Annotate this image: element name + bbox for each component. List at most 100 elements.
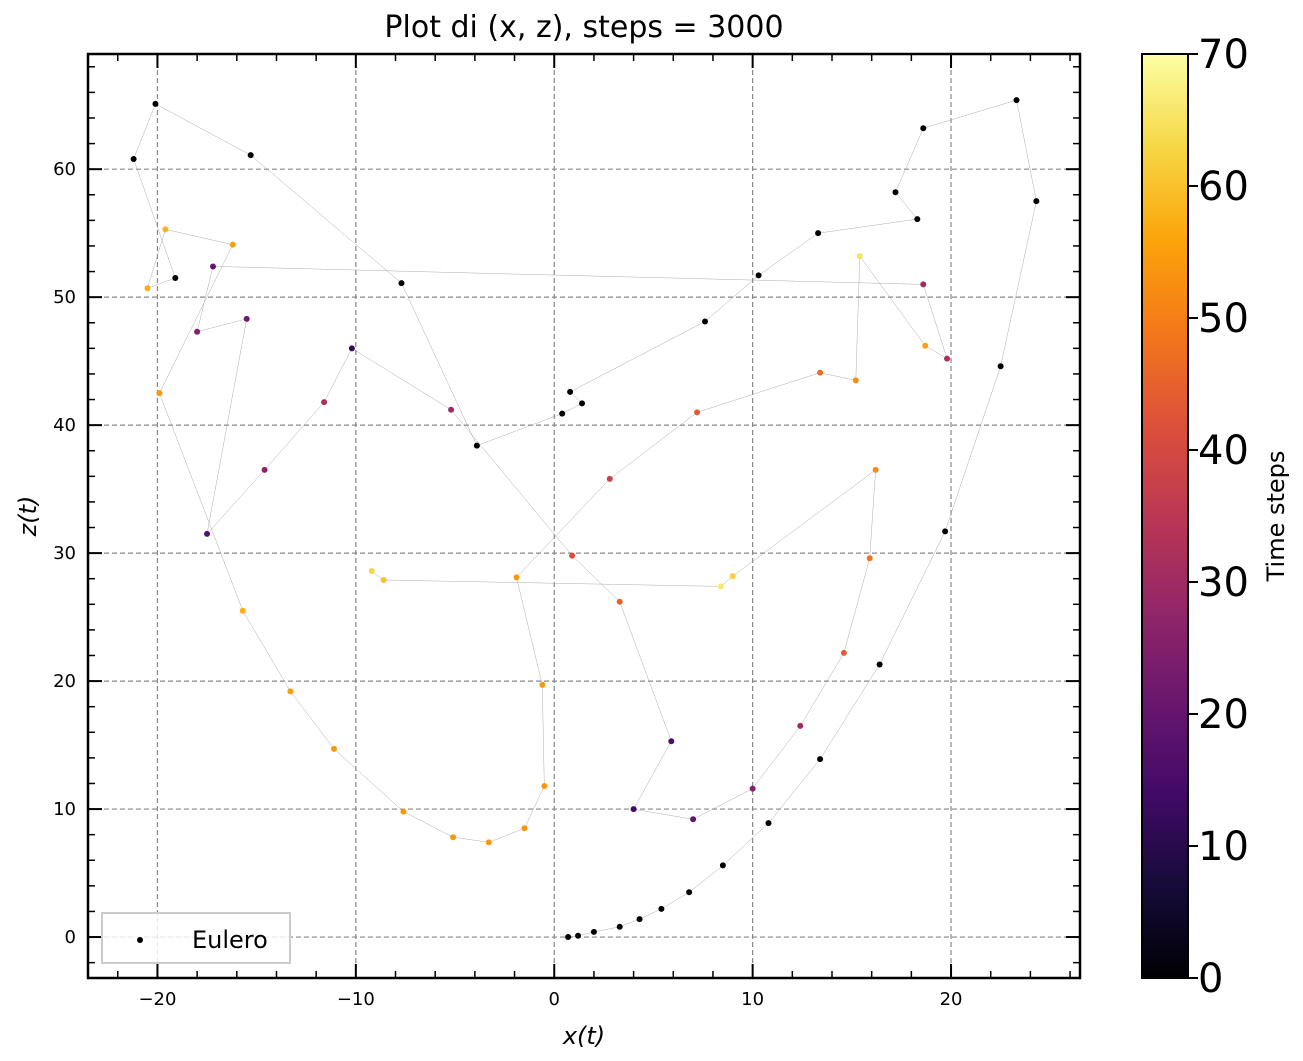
legend: Eulero <box>101 912 291 964</box>
colorbar-tick-label: 40 <box>1198 428 1249 474</box>
data-point <box>686 889 693 896</box>
colorbar-tick-label: 60 <box>1198 164 1249 210</box>
colorbar-label: Time steps <box>1262 451 1290 583</box>
y-tick-label: 10 <box>53 799 76 820</box>
data-point <box>817 756 824 763</box>
data-point <box>239 607 246 614</box>
legend-marker <box>137 937 143 943</box>
data-point <box>1033 198 1040 205</box>
data-point <box>749 785 756 792</box>
data-point <box>668 738 675 745</box>
colorbar-tick-label: 10 <box>1198 824 1249 870</box>
data-point <box>348 345 355 352</box>
data-point <box>567 388 574 395</box>
data-point <box>450 834 457 841</box>
data-point <box>229 241 236 248</box>
data-point <box>565 934 572 941</box>
x-tick-label: 20 <box>940 989 963 1010</box>
data-point <box>872 466 879 473</box>
data-point <box>569 552 576 559</box>
data-point <box>694 409 701 416</box>
data-point <box>380 576 387 583</box>
x-tick-label: 0 <box>549 989 560 1010</box>
data-point <box>817 369 824 376</box>
data-point <box>579 400 586 407</box>
plot-frame <box>86 52 1082 980</box>
data-point <box>590 928 597 935</box>
data-point <box>997 363 1004 370</box>
data-point <box>243 315 250 322</box>
y-tick-label: 50 <box>53 287 76 308</box>
data-point <box>755 272 762 279</box>
colorbar-tick-label: 30 <box>1198 560 1249 606</box>
data-point <box>448 406 455 413</box>
data-point <box>473 442 480 449</box>
data-point <box>840 649 847 656</box>
data-point <box>942 528 949 535</box>
data-point <box>194 328 201 335</box>
data-point <box>485 839 492 846</box>
colorbar-tick-label: 0 <box>1198 956 1223 1002</box>
data-point <box>920 281 927 288</box>
data-point <box>539 681 546 688</box>
colorbar: 0 10 20 30 40 50 60 70 Time steps <box>1141 32 1290 1002</box>
data-point <box>616 923 623 930</box>
chart-title: Plot di (x, z), steps = 3000 <box>384 10 783 45</box>
x-tick-label: −10 <box>337 989 375 1010</box>
y-axis-label: z(t) <box>14 496 42 538</box>
y-tick-label: 30 <box>53 543 76 564</box>
data-point <box>606 475 613 482</box>
data-point <box>876 661 883 668</box>
data-point <box>541 783 548 790</box>
data-point <box>658 905 665 912</box>
data-point <box>944 355 951 362</box>
y-tick-label: 20 <box>53 671 76 692</box>
data-point <box>866 555 873 562</box>
data-point <box>630 806 637 813</box>
colorbar-tick-label: 70 <box>1198 32 1249 78</box>
trajectory-line <box>133 99 1037 938</box>
data-point <box>920 125 927 132</box>
y-tick-label: 0 <box>65 927 76 948</box>
data-point <box>914 216 921 223</box>
legend-label: Eulero <box>192 926 268 954</box>
data-point <box>717 583 724 590</box>
data-point <box>144 285 151 292</box>
data-point <box>765 820 772 827</box>
data-point <box>702 318 709 325</box>
data-point <box>616 598 623 605</box>
data-point <box>892 189 899 196</box>
data-point <box>797 722 804 729</box>
data-point <box>261 466 268 473</box>
data-point <box>172 274 179 281</box>
data-point <box>521 825 528 832</box>
data-point <box>130 155 137 162</box>
colorbar-tick-label: 20 <box>1198 692 1249 738</box>
x-axis-label: x(t) <box>562 1022 605 1050</box>
data-point <box>1013 97 1020 104</box>
data-point <box>513 574 520 581</box>
data-point <box>719 862 726 869</box>
data-point <box>368 568 375 575</box>
y-tick-label: 60 <box>53 159 76 180</box>
data-point <box>152 100 159 107</box>
data-point <box>162 226 169 233</box>
data-point <box>156 390 163 397</box>
data-point <box>852 377 859 384</box>
data-point <box>247 152 254 159</box>
data-point <box>287 688 294 695</box>
data-point <box>559 410 566 417</box>
data-point <box>204 530 211 537</box>
grid <box>88 54 1080 978</box>
colorbar-gradient <box>1141 53 1189 979</box>
data-point <box>575 932 582 939</box>
data-point <box>636 916 643 923</box>
axis-ticks: −20 −10 0 10 20 0 10 20 30 40 50 60 <box>53 54 1080 1010</box>
data-point <box>398 280 405 287</box>
colorbar-ticks: 0 10 20 30 40 50 60 70 <box>1188 32 1249 1002</box>
x-tick-label: 10 <box>741 989 764 1010</box>
data-point <box>922 342 929 349</box>
data-point <box>209 263 216 270</box>
data-points <box>130 97 1040 941</box>
